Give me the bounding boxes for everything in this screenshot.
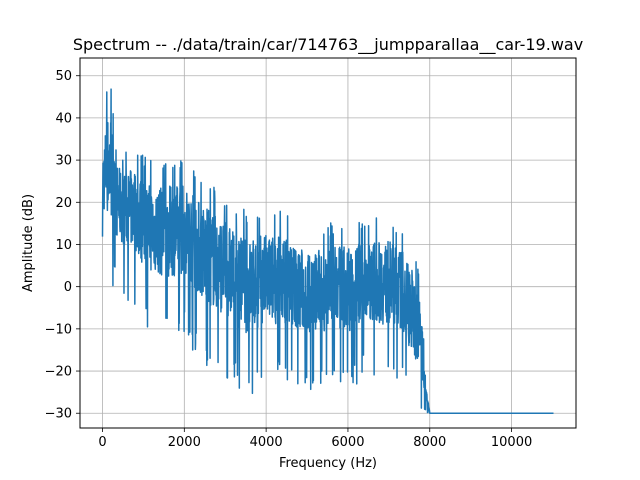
spectrum-series-line: [101, 88, 555, 414]
x-tick-label: 6000: [331, 435, 364, 450]
y-tick-label: −30: [45, 407, 72, 422]
x-tick-label: 8000: [413, 435, 446, 450]
y-axis-label: Amplitude (dB): [21, 194, 36, 292]
x-tick-label: 0: [98, 435, 106, 450]
y-tick-label: −10: [45, 322, 72, 337]
x-tick-label: 10000: [491, 435, 532, 450]
x-axis-label: Frequency (Hz): [279, 456, 377, 471]
y-tick-label: 20: [55, 196, 72, 211]
chart-title: Spectrum -- ./data/train/car/714763__jum…: [73, 35, 583, 55]
tick-layer: 0 2000 4000 6000 8000 10000 −30 −20 −10 0 10 20 30 40…: [45, 69, 533, 450]
x-tick-label: 2000: [168, 435, 201, 450]
y-tick-label: 40: [55, 111, 72, 126]
y-tick-label: 0: [64, 280, 72, 295]
y-tick-label: 30: [55, 154, 72, 169]
x-tick-label: 4000: [250, 435, 283, 450]
y-tick-label: 10: [55, 238, 72, 253]
plot-frame: [79, 57, 577, 429]
y-tick-label: 50: [55, 69, 72, 84]
y-tick-label: −20: [45, 365, 72, 380]
series-layer: [101, 88, 555, 414]
